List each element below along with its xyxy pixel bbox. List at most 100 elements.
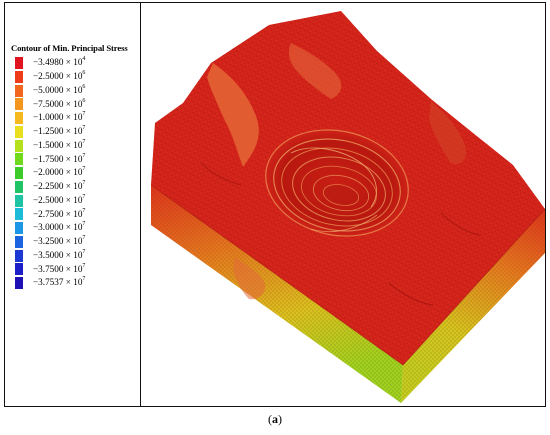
terrain-patch-upper bbox=[288, 43, 342, 99]
legend-item: −2.5000 × 106 bbox=[15, 70, 86, 83]
legend-exponent: 7 bbox=[82, 166, 86, 173]
legend-value: −3.0000 × 107 bbox=[33, 221, 86, 233]
legend-item: −3.5000 × 107 bbox=[15, 248, 86, 262]
model-view bbox=[141, 3, 546, 406]
legend-mantissa: −7.5000 × 10 bbox=[33, 98, 83, 109]
legend-mantissa: −1.0000 × 10 bbox=[33, 112, 83, 123]
legend-exponent: 7 bbox=[82, 207, 86, 214]
caption-letter: a bbox=[272, 412, 278, 426]
legend-swatch bbox=[15, 263, 23, 276]
legend-item: −1.5000 × 107 bbox=[15, 138, 86, 152]
legend-value: −2.2500 × 107 bbox=[33, 180, 86, 192]
legend-mantissa: −1.2500 × 10 bbox=[33, 126, 83, 137]
caption-close-paren: ) bbox=[278, 412, 282, 426]
legend-item: −3.2500 × 107 bbox=[15, 235, 85, 248]
legend-mantissa: −3.0000 × 10 bbox=[33, 222, 83, 233]
legend-swatch bbox=[15, 70, 23, 83]
legend-mantissa: −3.7500 × 10 bbox=[33, 263, 83, 274]
legend-mantissa: −3.4980 × 10 bbox=[33, 57, 83, 68]
legend-value: −1.7500 × 107 bbox=[33, 152, 86, 164]
legend-value: −1.2500 × 107 bbox=[33, 125, 86, 137]
legend-exponent: 7 bbox=[82, 152, 86, 159]
legend-swatch bbox=[15, 125, 23, 138]
legend-exponent: 7 bbox=[82, 262, 86, 269]
legend-value: −2.5000 × 106 bbox=[33, 70, 86, 82]
legend-item: −3.7500 × 107 bbox=[15, 262, 86, 276]
legend-swatch bbox=[15, 222, 23, 234]
model-edges bbox=[150, 184, 546, 366]
legend-swatch bbox=[15, 98, 23, 111]
legend-exponent: 6 bbox=[82, 70, 86, 77]
legend-exponent: 7 bbox=[82, 138, 86, 145]
legend-value: −2.5000 × 107 bbox=[33, 193, 86, 205]
legend-swatch bbox=[15, 57, 23, 69]
legend-swatch bbox=[15, 208, 23, 221]
legend-swatch bbox=[15, 249, 23, 262]
legend-mantissa: −3.5000 × 10 bbox=[33, 249, 83, 260]
panel-divider bbox=[140, 3, 141, 406]
legend-item: −2.0000 × 107 bbox=[15, 166, 86, 179]
legend-mantissa: −2.5000 × 10 bbox=[33, 194, 83, 205]
legend-exponent: 7 bbox=[82, 111, 86, 118]
legend-swatch bbox=[15, 167, 23, 179]
terrain-gully-2 bbox=[200, 162, 242, 186]
legend-swatch bbox=[15, 153, 23, 166]
legend-swatch bbox=[15, 180, 23, 193]
legend-exponent: 6 bbox=[82, 97, 86, 104]
legend-exponent: 7 bbox=[82, 248, 86, 255]
legend-item: −1.2500 × 107 bbox=[15, 125, 86, 138]
legend-item: −1.7500 × 107 bbox=[15, 152, 86, 166]
legend-mantissa: −3.7537 × 10 bbox=[33, 277, 83, 288]
stress-legend: Contour of Min. Principal Stress −3.4980… bbox=[5, 3, 140, 406]
legend-mantissa: −2.5000 × 10 bbox=[33, 71, 83, 82]
legend-value: −7.5000 × 106 bbox=[33, 97, 86, 109]
legend-item: −5.0000 × 106 bbox=[15, 83, 86, 97]
legend-item: −1.0000 × 107 bbox=[15, 111, 86, 124]
legend-mantissa: −5.0000 × 10 bbox=[33, 84, 83, 95]
legend-swatch bbox=[15, 139, 23, 152]
legend-item: −3.0000 × 107 bbox=[15, 221, 86, 234]
figure-caption: (a) bbox=[0, 412, 550, 427]
legend-value: −3.5000 × 107 bbox=[33, 248, 86, 260]
legend-exponent: 7 bbox=[82, 221, 86, 228]
legend-value: −2.0000 × 107 bbox=[33, 166, 86, 178]
terrain-gully-1 bbox=[388, 282, 434, 306]
legend-value: −3.7537 × 107 bbox=[33, 276, 86, 288]
legend-mantissa: −3.2500 × 10 bbox=[33, 236, 83, 247]
terrain-patch-ridge bbox=[207, 63, 259, 167]
legend-exponent: 7 bbox=[82, 193, 86, 200]
terrain-patch-lower bbox=[233, 257, 266, 300]
legend-value: −3.2500 × 107 bbox=[33, 235, 85, 247]
legend-value: −3.4980 × 104 bbox=[33, 56, 86, 68]
figure-frame: Contour of Min. Principal Stress −3.4980… bbox=[4, 2, 546, 407]
legend-title: Contour of Min. Principal Stress bbox=[11, 43, 128, 53]
model-right-side-mesh bbox=[401, 209, 545, 403]
legend-mantissa: −2.7500 × 10 bbox=[33, 208, 83, 219]
legend-value: −2.7500 × 107 bbox=[33, 207, 86, 219]
terrain-patch-right bbox=[429, 101, 467, 165]
legend-exponent: 7 bbox=[82, 180, 86, 187]
legend-exponent: 7 bbox=[82, 276, 86, 283]
legend-item: −3.7537 × 107 bbox=[15, 276, 86, 289]
legend-value: −5.0000 × 106 bbox=[33, 83, 86, 95]
legend-item: −2.5000 × 107 bbox=[15, 193, 86, 207]
legend-item: −2.2500 × 107 bbox=[15, 180, 86, 193]
legend-item: −3.4980 × 104 bbox=[15, 56, 86, 69]
legend-mantissa: −2.2500 × 10 bbox=[33, 181, 83, 192]
caption-open-paren: ( bbox=[268, 412, 272, 426]
legend-swatch bbox=[15, 84, 23, 97]
legend-mantissa: −2.0000 × 10 bbox=[33, 167, 83, 178]
legend-item: −2.7500 × 107 bbox=[15, 207, 86, 221]
legend-mantissa: −1.7500 × 10 bbox=[33, 153, 83, 164]
legend-exponent: 7 bbox=[82, 125, 86, 132]
stress-contour-model bbox=[150, 11, 546, 403]
legend-swatch bbox=[15, 235, 23, 248]
legend-swatch bbox=[15, 277, 23, 289]
legend-exponent: 6 bbox=[82, 83, 86, 90]
legend-swatch bbox=[15, 112, 23, 124]
legend-value: −3.7500 × 107 bbox=[33, 262, 86, 274]
legend-mantissa: −1.5000 × 10 bbox=[33, 139, 83, 150]
legend-item: −7.5000 × 106 bbox=[15, 97, 86, 111]
open-pit bbox=[265, 129, 409, 237]
legend-exponent: 4 bbox=[82, 56, 86, 63]
